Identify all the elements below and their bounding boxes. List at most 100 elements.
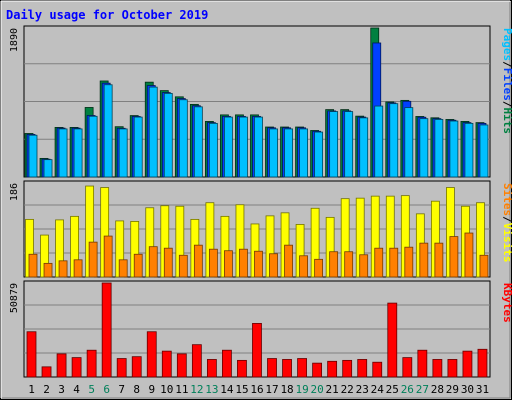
bar-sites bbox=[434, 242, 444, 278]
bar-kbytes bbox=[477, 348, 488, 378]
bar-pages bbox=[314, 131, 324, 178]
bar-kbytes bbox=[237, 359, 247, 378]
bar-kbytes bbox=[342, 359, 353, 378]
bar-pages bbox=[404, 107, 414, 178]
bar-sites bbox=[419, 242, 429, 278]
bar-pages bbox=[389, 103, 399, 178]
bar-pages bbox=[464, 122, 474, 178]
x-tick-label: 18 bbox=[280, 383, 293, 396]
legend-item: / bbox=[501, 101, 512, 108]
bar-sites bbox=[374, 247, 384, 278]
bar-pages bbox=[254, 116, 263, 178]
bar-pages bbox=[178, 99, 188, 178]
bar-sites bbox=[178, 254, 188, 278]
bar-kbytes bbox=[176, 353, 187, 378]
x-tick-label: 10 bbox=[160, 383, 173, 396]
bar-pages bbox=[133, 116, 143, 178]
x-tick-label: 19 bbox=[295, 383, 308, 396]
bar-sites bbox=[118, 259, 128, 278]
bar-pages bbox=[329, 111, 339, 178]
bar-pages bbox=[193, 106, 203, 178]
bar-pages bbox=[43, 159, 53, 178]
bar-sites bbox=[224, 250, 233, 278]
bar-sites bbox=[239, 248, 248, 278]
bar-sites bbox=[344, 251, 354, 278]
bar-kbytes bbox=[297, 358, 307, 378]
legend-item: Visits bbox=[501, 223, 512, 263]
bar-pages bbox=[344, 111, 354, 178]
x-tick-label: 15 bbox=[235, 383, 248, 396]
bar-pages bbox=[434, 119, 444, 178]
bar-kbytes bbox=[146, 331, 157, 378]
x-tick-label: 14 bbox=[220, 383, 234, 396]
bar-pages bbox=[419, 118, 429, 178]
bar-sites bbox=[359, 254, 369, 278]
x-tick-label: 27 bbox=[416, 383, 429, 396]
bar-kbytes bbox=[357, 359, 368, 378]
bar-sites bbox=[58, 260, 68, 278]
bar-kbytes bbox=[282, 359, 292, 378]
x-tick-label: 31 bbox=[476, 383, 489, 396]
bar-sites bbox=[449, 236, 459, 278]
bar-sites bbox=[28, 253, 38, 278]
bar-pages bbox=[28, 134, 38, 178]
bar-sites bbox=[314, 258, 324, 278]
bar-kbytes bbox=[402, 357, 413, 378]
bar-pages bbox=[299, 128, 308, 178]
bar-pages bbox=[479, 124, 489, 178]
bar-kbytes bbox=[327, 360, 338, 378]
bar-sites bbox=[299, 255, 308, 278]
x-tick-label: 3 bbox=[58, 383, 65, 396]
bar-pages bbox=[73, 128, 83, 178]
bar-kbytes bbox=[222, 349, 232, 378]
bar-sites bbox=[43, 262, 53, 278]
x-tick-label: 16 bbox=[250, 383, 263, 396]
bar-sites bbox=[73, 259, 83, 278]
x-tick-label: 24 bbox=[371, 383, 385, 396]
legend-item: Files bbox=[501, 68, 512, 101]
x-tick-label: 8 bbox=[133, 383, 140, 396]
x-tick-label: 26 bbox=[401, 383, 414, 396]
bar-kbytes bbox=[252, 323, 262, 378]
bar-sites bbox=[404, 246, 414, 278]
x-tick-label: 25 bbox=[386, 383, 399, 396]
bar-kbytes bbox=[372, 361, 383, 378]
legend-item: Sites bbox=[501, 183, 512, 216]
bar-pages bbox=[374, 105, 384, 178]
x-tick-label: 4 bbox=[73, 383, 80, 396]
bar-pages bbox=[58, 128, 68, 178]
bar-pages bbox=[148, 86, 158, 178]
bar-pages bbox=[118, 128, 128, 178]
x-tick-label: 6 bbox=[103, 383, 110, 396]
bar-sites bbox=[88, 241, 98, 278]
bar-sites bbox=[269, 253, 278, 278]
bar-kbytes bbox=[131, 356, 142, 378]
bar-sites bbox=[133, 253, 143, 278]
bar-sites bbox=[464, 232, 474, 278]
bar-kbytes bbox=[41, 366, 52, 378]
bar-pages bbox=[163, 93, 173, 178]
bar-sites bbox=[208, 248, 218, 278]
bar-sites bbox=[389, 247, 399, 278]
bar-kbytes bbox=[312, 362, 323, 378]
x-tick-label: 11 bbox=[175, 383, 188, 396]
y-max-label: 186 bbox=[9, 183, 20, 201]
x-tick-label: 20 bbox=[311, 383, 324, 396]
y-max-label: 50879 bbox=[9, 283, 20, 313]
x-tick-label: 30 bbox=[461, 383, 474, 396]
legend-item: KBytes bbox=[501, 283, 512, 323]
bar-sites bbox=[148, 246, 158, 278]
bar-kbytes bbox=[161, 350, 172, 378]
bar-kbytes bbox=[26, 331, 37, 378]
bar-kbytes bbox=[462, 350, 473, 378]
bar-kbytes bbox=[56, 353, 67, 378]
x-tick-label: 1 bbox=[28, 383, 35, 396]
bar-pages bbox=[359, 117, 369, 178]
panel-visits-sites: 186 Sites/Visits bbox=[9, 180, 512, 278]
legend: Pages/Files/Hits bbox=[501, 28, 512, 134]
x-tick-label: 13 bbox=[205, 383, 218, 396]
bar-kbytes bbox=[86, 349, 97, 378]
bar-pages bbox=[239, 116, 248, 178]
